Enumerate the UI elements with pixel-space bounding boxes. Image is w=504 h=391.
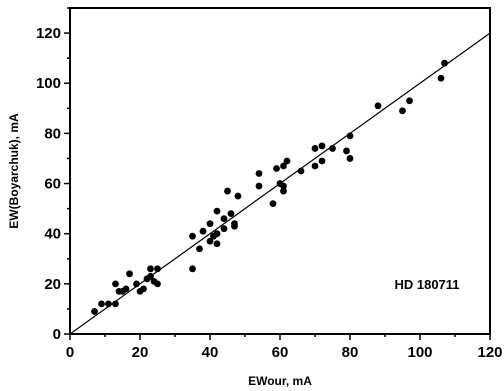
data-point <box>126 270 133 278</box>
data-point <box>213 207 221 215</box>
data-point <box>234 192 242 200</box>
data-point <box>140 285 147 293</box>
axis-ticks: 0 20 40 60 80 100 120 0 20 40 60 80 100 120 <box>36 7 503 361</box>
y-axis-title: EW(Boyarchuk), mA <box>7 113 21 229</box>
data-point <box>189 265 196 273</box>
data-point <box>318 157 326 165</box>
data-point <box>399 107 406 115</box>
data-point <box>280 162 287 170</box>
data-point <box>437 74 445 82</box>
x-tick-label: 80 <box>342 344 359 361</box>
data-point <box>147 265 154 273</box>
data-point <box>280 182 287 190</box>
data-point <box>283 157 291 165</box>
data-point <box>441 59 448 67</box>
data-point <box>154 280 161 288</box>
data-point <box>105 300 112 308</box>
y-tick-label: 120 <box>36 25 61 42</box>
data-point <box>224 187 231 195</box>
data-point <box>273 165 280 172</box>
y-tick-label: 40 <box>44 226 61 243</box>
data-point <box>280 187 287 195</box>
data-point <box>269 200 277 208</box>
data-point <box>189 232 196 240</box>
data-point <box>206 220 214 228</box>
y-tick-label: 60 <box>44 176 61 193</box>
data-point <box>255 170 263 177</box>
x-tick-label: 20 <box>132 344 149 361</box>
y-tick-label: 20 <box>44 276 61 293</box>
data-point <box>91 308 98 315</box>
data-point <box>133 280 140 288</box>
data-point <box>220 225 228 233</box>
y-tick-label: 100 <box>36 75 61 92</box>
data-point <box>343 147 350 155</box>
data-point <box>154 265 161 273</box>
data-point <box>213 230 221 238</box>
x-tick-label: 100 <box>407 344 432 361</box>
data-point <box>311 145 319 152</box>
data-point <box>112 280 119 288</box>
data-point <box>311 162 319 170</box>
data-point <box>329 145 336 152</box>
data-point <box>199 227 207 235</box>
data-point <box>346 155 354 162</box>
data-point <box>213 240 221 248</box>
data-point <box>406 97 413 105</box>
data-point <box>196 245 203 253</box>
y-tick-label: 80 <box>44 125 61 142</box>
x-tick-label: 0 <box>66 344 74 361</box>
data-point <box>297 167 305 175</box>
data-point <box>206 237 214 245</box>
data-points <box>91 59 448 315</box>
data-point <box>147 272 154 280</box>
data-point <box>98 300 105 308</box>
data-point <box>255 182 263 190</box>
x-tick-label: 60 <box>272 344 289 361</box>
x-tick-label: 40 <box>202 344 219 361</box>
data-point <box>346 132 354 140</box>
data-point <box>231 220 238 228</box>
y-tick-label: 0 <box>53 326 61 343</box>
x-axis-title: EWour, mA <box>248 374 312 388</box>
data-point <box>122 285 130 293</box>
x-tick-label: 120 <box>477 344 502 361</box>
data-point <box>112 300 119 308</box>
data-point <box>374 102 382 110</box>
annotation-label: HD 180711 <box>394 277 459 292</box>
data-point <box>227 210 235 218</box>
data-point <box>220 215 228 223</box>
data-point <box>318 142 326 150</box>
